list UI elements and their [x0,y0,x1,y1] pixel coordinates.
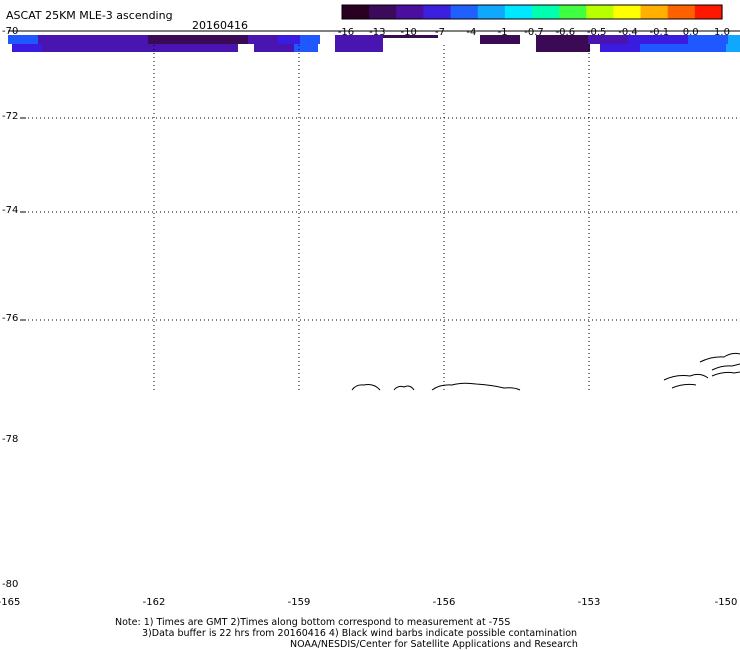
y-label: -72 [2,111,19,122]
colorbar-swatch [369,5,397,19]
swath-cell [300,35,320,44]
coast-segment [699,352,740,363]
graticule [20,45,740,390]
swath-cell [728,35,740,44]
swath-cell [688,35,728,44]
coast-segment [711,371,740,377]
colorbar-label: -13 [369,27,386,38]
swath-cell [278,35,300,44]
colorbar-label: -4 [466,27,477,38]
colorbar-label: -1 [497,27,508,38]
colorbar-swatch [694,5,723,19]
swath-cell [536,44,590,52]
colorbar-swatch [423,5,452,19]
coast-segment [431,382,521,391]
colorbar-swatch [559,5,587,19]
x-label: -150 [714,597,738,608]
colorbar-swatch [342,5,370,19]
swath-cell [536,35,588,44]
colorbar-swatch [640,5,669,19]
note-line-1: Note: 1) Times are GMT 2)Times along bot… [115,617,511,628]
x-label: -165 [0,597,21,608]
swath-cell [42,44,162,52]
swath-cell [254,44,294,52]
colorbar-label: -10 [400,27,417,38]
colorbar-swatch [396,5,425,19]
swath-cell [628,35,688,44]
product-date: 20160416 [192,19,248,32]
swath-cell [148,35,248,44]
x-label: -162 [142,597,166,608]
y-label: -78 [2,434,19,445]
swath-cell [12,44,42,52]
swath-cell [588,35,628,44]
swath-cell [480,35,520,44]
colorbar-label: -7 [435,27,445,38]
swath-cell [600,44,640,52]
swath-cell [162,44,238,52]
coastline [351,352,740,391]
colorbar-swatch [532,5,560,19]
colorbar [341,4,723,20]
coast-segment [711,363,740,371]
coast-segment [393,385,415,391]
y-label: -76 [2,313,19,324]
colorbar-swatch [586,5,615,19]
colorbar-label: 1.0 [714,27,730,38]
note-line-3: NOAA/NESDIS/Center for Satellite Applica… [290,639,578,650]
coast-segment [671,383,697,389]
colorbar-label: -0.1 [649,27,670,38]
swath-cell [248,35,278,44]
swath-cell [8,35,38,44]
swath-cell [690,44,726,52]
swath-cell [640,44,690,52]
product-title: ASCAT 25KM MLE-3 ascending [6,9,173,22]
y-ticks [20,117,26,321]
colorbar-label: 0.0 [682,27,699,38]
swath-cell [726,44,740,52]
x-label: -156 [432,597,456,608]
y-label: -80 [2,579,19,590]
coast-segment [663,373,709,381]
colorbar-swatch [667,5,696,19]
colorbar-label: -16 [337,27,355,38]
colorbar-label: -0.6 [555,27,576,38]
colorbar-swatch [504,5,533,19]
y-label: -74 [2,205,19,216]
swath-cell [335,44,383,52]
y-label: -70 [2,26,19,37]
colorbar-swatch [613,5,642,19]
wind-swath [8,35,740,52]
swath-cell [335,35,383,44]
note-line-2: 3)Data buffer is 22 hrs from 20160416 4)… [142,628,578,639]
colorbar-swatch [450,5,479,19]
colorbar-label: -0.4 [618,27,638,38]
colorbar-border [341,4,723,20]
swath-cell [38,35,148,44]
x-label: -159 [287,597,311,608]
colorbar-label: -0.5 [586,27,607,38]
swath-cell [294,44,318,52]
swath-cell [383,35,438,38]
colorbar-label: -0.7 [524,27,544,38]
x-label: -153 [577,597,601,608]
coast-segment [351,384,381,391]
colorbar-swatch [477,5,506,19]
